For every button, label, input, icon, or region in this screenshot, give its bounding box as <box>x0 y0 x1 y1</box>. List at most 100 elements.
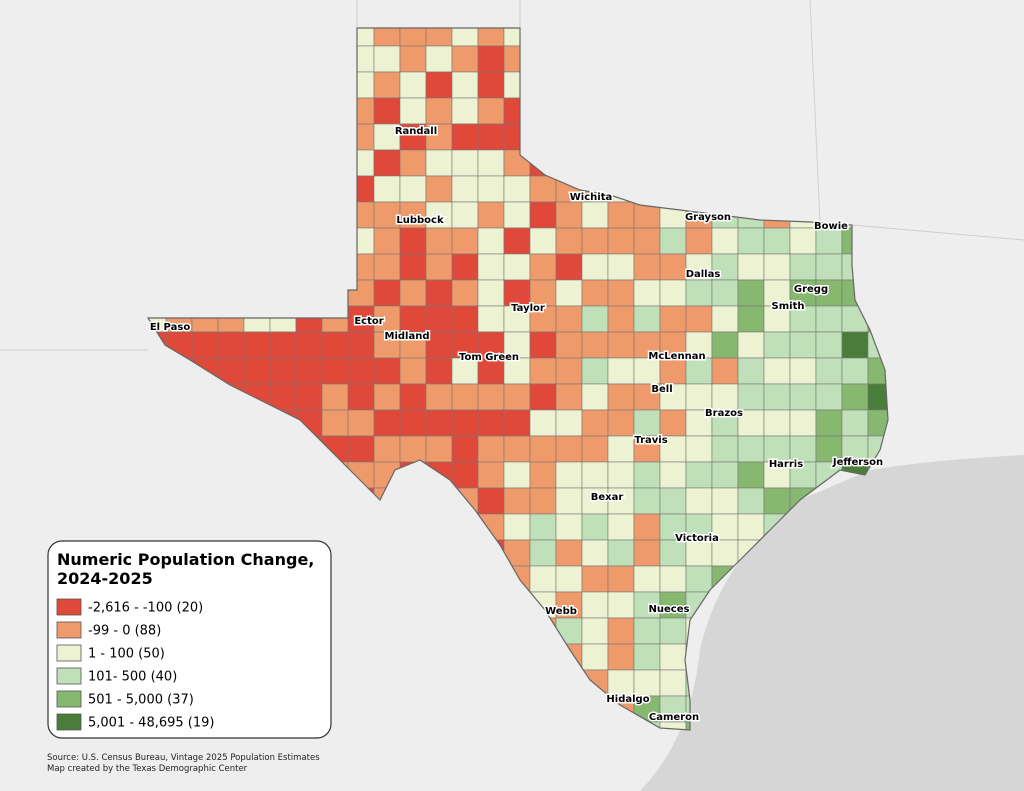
county-label: Midland <box>385 331 430 342</box>
county <box>295 383 323 411</box>
county <box>711 383 739 411</box>
county <box>477 461 505 489</box>
county <box>451 97 479 125</box>
county <box>451 45 479 73</box>
county <box>659 513 687 541</box>
county <box>789 227 817 255</box>
county <box>295 331 323 359</box>
county <box>737 305 765 333</box>
county <box>607 201 635 229</box>
county <box>191 331 219 359</box>
county-label: Gregg <box>794 284 828 295</box>
county <box>451 71 479 99</box>
county <box>737 357 765 385</box>
county <box>451 305 479 333</box>
county <box>659 565 687 593</box>
county <box>789 357 817 385</box>
source-note: Map created by the Texas Demographic Cen… <box>47 764 248 774</box>
county-label: Wichita <box>570 192 612 203</box>
county <box>633 487 661 515</box>
legend-swatch <box>56 644 82 662</box>
county <box>477 279 505 307</box>
county <box>815 383 843 411</box>
county <box>373 357 401 385</box>
source-note: Source: U.S. Census Bureau, Vintage 2025… <box>47 753 320 763</box>
county <box>399 357 427 385</box>
county-label: Dallas <box>686 269 721 280</box>
county <box>425 253 453 281</box>
county <box>451 279 479 307</box>
county <box>529 331 557 359</box>
county <box>477 409 505 437</box>
county <box>763 383 791 411</box>
county <box>659 279 687 307</box>
legend-label: -99 - 0 (88) <box>88 624 161 639</box>
county <box>607 539 635 567</box>
county <box>607 643 635 671</box>
county <box>477 71 505 99</box>
county <box>503 201 531 229</box>
county <box>477 97 505 125</box>
county <box>841 357 869 385</box>
county <box>737 513 765 541</box>
county <box>477 331 505 359</box>
county <box>373 97 401 125</box>
county-label: Randall <box>395 126 437 137</box>
legend-title: 2024-2025 <box>57 569 153 588</box>
county <box>555 513 583 541</box>
county <box>815 227 843 255</box>
county <box>477 175 505 203</box>
county <box>321 383 349 411</box>
county <box>763 435 791 463</box>
county <box>659 435 687 463</box>
county <box>425 435 453 463</box>
county <box>529 461 557 489</box>
county <box>451 175 479 203</box>
legend-swatch <box>56 667 82 685</box>
county <box>373 253 401 281</box>
county <box>711 279 739 307</box>
county <box>737 383 765 411</box>
county <box>581 279 609 307</box>
county <box>633 305 661 333</box>
county <box>581 201 609 229</box>
county-label: Bexar <box>591 492 624 503</box>
legend-swatch <box>56 690 82 708</box>
county <box>555 357 583 385</box>
county <box>321 331 349 359</box>
county <box>399 97 427 125</box>
county-label: Smith <box>772 301 805 312</box>
county <box>815 253 843 281</box>
county <box>399 123 427 151</box>
county <box>555 331 583 359</box>
county <box>451 227 479 255</box>
legend-swatch <box>56 713 82 731</box>
county <box>581 591 609 619</box>
county <box>425 175 453 203</box>
county-label: Brazos <box>705 408 743 419</box>
county <box>347 409 375 437</box>
county <box>711 539 739 567</box>
county <box>581 305 609 333</box>
county <box>711 487 739 515</box>
county <box>555 253 583 281</box>
county <box>581 565 609 593</box>
legend-label: -2,616 - -100 (20) <box>88 601 203 616</box>
county <box>737 227 765 255</box>
county <box>451 149 479 177</box>
county <box>269 331 297 359</box>
county <box>763 227 791 255</box>
county <box>633 565 661 593</box>
county <box>347 305 375 333</box>
county <box>711 305 739 333</box>
county <box>607 435 635 463</box>
county <box>737 461 765 489</box>
county <box>477 487 505 515</box>
county <box>425 71 453 99</box>
county <box>399 149 427 177</box>
county <box>763 409 791 437</box>
county <box>711 227 739 255</box>
county <box>659 357 687 385</box>
county <box>711 461 739 489</box>
county <box>373 331 401 359</box>
